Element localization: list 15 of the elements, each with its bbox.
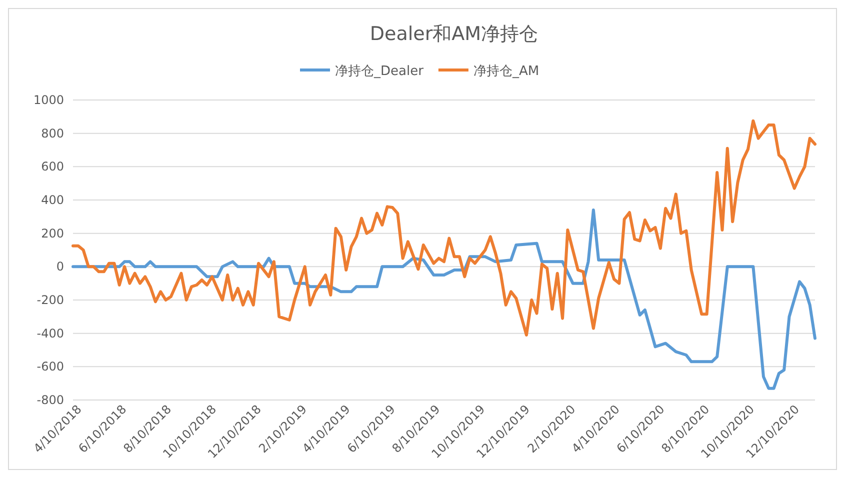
y-tick-label: -400 xyxy=(36,326,64,340)
y-tick-label: 600 xyxy=(41,160,64,174)
line-series xyxy=(72,208,816,390)
y-tick-label: -800 xyxy=(36,393,64,407)
chart-title: Dealer和AM净持仓 xyxy=(370,23,538,45)
legend-label: 净持仓_Dealer xyxy=(335,64,424,79)
line-series xyxy=(72,119,816,336)
y-tick-label: 800 xyxy=(41,126,64,140)
y-tick-label: 200 xyxy=(41,226,64,240)
y-tick-label: -600 xyxy=(36,360,64,374)
y-tick-label: 0 xyxy=(56,260,64,274)
y-tick-label: 1000 xyxy=(33,93,64,107)
y-tick-label: 400 xyxy=(41,193,64,207)
legend-label: 净持仓_AM xyxy=(473,64,540,79)
y-tick-label: -200 xyxy=(36,293,64,307)
